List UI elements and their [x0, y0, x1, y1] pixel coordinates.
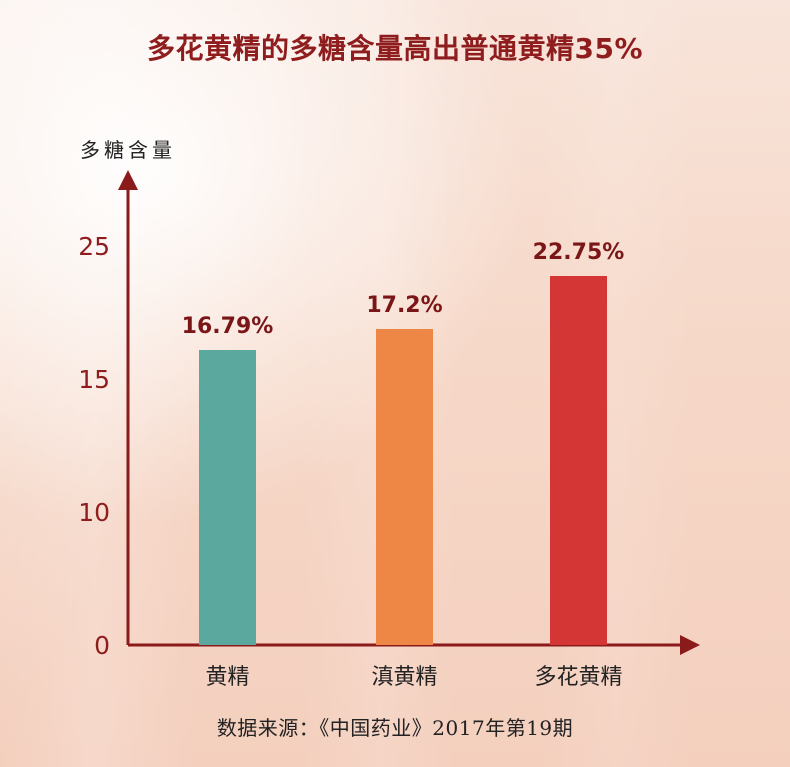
data-source-note: 数据来源：《中国药业》2017年第19期 [216, 716, 574, 740]
x-axis-arrowhead [680, 635, 700, 655]
bar-value-label-1: 16.79% [182, 314, 274, 339]
bar-value-label-3: 22.75% [533, 240, 625, 265]
category-label-1: 黄精 [205, 665, 249, 690]
bar-1 [199, 350, 256, 645]
category-label-2: 滇黄精 [371, 665, 437, 690]
bar-value-label-2: 17.2% [366, 293, 442, 318]
y-tick-label: 0 [94, 631, 110, 660]
category-label-3: 多花黄精 [534, 665, 622, 690]
y-tick-labels: 0 10 15 25 [78, 232, 110, 660]
y-tick-label: 15 [78, 365, 110, 394]
chart-bars [199, 276, 607, 645]
y-axis-label: 多糖含量 [80, 138, 176, 162]
bar-2 [376, 329, 433, 645]
y-tick-label: 25 [78, 232, 110, 261]
y-tick-label: 10 [78, 498, 110, 527]
bar-3 [550, 276, 607, 645]
y-axis-arrowhead [118, 170, 138, 190]
chart-title: 多花黄精的多糖含量高出普通黄精35% [146, 32, 644, 65]
x-category-labels: 黄精 滇黄精 多花黄精 [205, 665, 622, 690]
chart-data-labels: 16.79% 17.2% 22.75% [182, 240, 625, 339]
